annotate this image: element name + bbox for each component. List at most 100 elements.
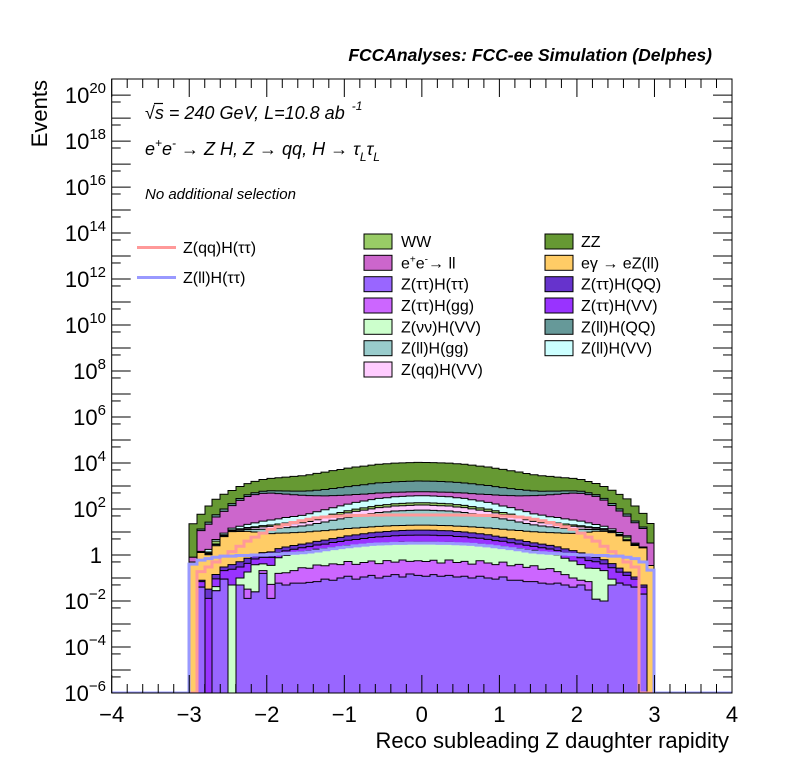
- bar-ztautau-htaut: [430, 574, 437, 693]
- legend-stack-column-1: WW e+e-→ ll Z(ττ)H(ττ) Z(ττ)H(gg) Z(νν)H…: [363, 233, 483, 379]
- bar-ztautau-htaut: [290, 583, 298, 693]
- sqrt-argument: s: [155, 103, 164, 123]
- bar-ztautau-htaut: [383, 576, 391, 693]
- process-sub: L: [360, 150, 367, 164]
- stacked-histograms: [188, 461, 655, 693]
- bar-ztautau-htaut: [561, 584, 569, 693]
- bar-ztautau-htaut: [577, 584, 585, 693]
- bar-ztautau-htaut: [461, 576, 468, 693]
- outline-ztautau-hqq: [189, 529, 654, 693]
- y-tick-label-base: 10: [65, 175, 89, 200]
- bar-ztautau-htaut: [592, 599, 600, 693]
- y-tick-label: 10−4: [64, 632, 106, 660]
- bar-ztautau-htaut: [313, 581, 321, 693]
- y-tick-label-exponent: −2: [89, 586, 106, 603]
- legend-swatch: [363, 340, 393, 357]
- legend-label: e+e-→ ll: [401, 254, 456, 272]
- legend-swatch: [363, 297, 393, 314]
- legend-entry-znunu-hvv: Z(νν)H(VV): [363, 318, 481, 336]
- y-axis-title: Events: [27, 80, 52, 147]
- y-tick-label-base: 10: [65, 129, 89, 154]
- bar-ztautau-htaut: [468, 578, 476, 693]
- bar-ztautau-htaut: [259, 573, 267, 693]
- bar-ztautau-htaut: [538, 583, 546, 693]
- legend-entry-ztautau-hvv: Z(ττ)H(VV): [544, 297, 658, 315]
- legend-swatch: [544, 318, 574, 335]
- legend-entry-ztautau-htautau: Z(ττ)H(ττ): [363, 276, 469, 294]
- legend-entry-zll-htautau: Z(ll)H(ττ): [137, 270, 245, 287]
- process-sup: +: [155, 136, 162, 150]
- legend-label-sup: -: [425, 254, 428, 265]
- y-tick-label-exponent: 2: [98, 494, 106, 511]
- legend-label: Z(ττ)H(gg): [401, 298, 474, 315]
- legend-swatch: [363, 254, 393, 271]
- legend-label: WW: [401, 234, 432, 251]
- process-part: e: [162, 139, 172, 159]
- x-tick-label: 1: [493, 702, 505, 727]
- bar-egamma-ezll: [647, 565, 654, 693]
- bar-ztautau-htaut: [329, 580, 337, 693]
- y-tick-label: 10−6: [64, 678, 106, 706]
- y-tick-label-base: 10: [65, 267, 89, 292]
- outline-zll-hqq: [188, 480, 655, 693]
- legend-entry-zqq-htautau: Z(qq)H(ττ): [137, 240, 256, 257]
- bar-ztautau-htaut: [484, 578, 492, 693]
- overlay-histograms: [111, 513, 732, 693]
- y-tick-label-base: 10: [65, 83, 89, 108]
- legend-entry-zqq-hvv: Z(qq)H(VV): [363, 361, 483, 379]
- bar-ztautau-htaut: [623, 584, 631, 693]
- legend-label: Z(νν)H(VV): [401, 319, 481, 336]
- overlay-line-zqq-htautau: [111, 513, 732, 693]
- x-tick-label: −3: [177, 702, 202, 727]
- y-tick-label-base: 10: [73, 497, 97, 522]
- bar-ztautau-htaut: [298, 583, 306, 693]
- bar-ztautau-htaut: [321, 579, 329, 693]
- legend-entry-ztautau-hqq: Z(ττ)H(QQ): [544, 276, 661, 294]
- y-tick-label-exponent: −6: [89, 678, 106, 695]
- outline-ee-ll: [188, 491, 655, 693]
- legend-entry-zll-hqq: Z(ll)H(QQ): [544, 318, 656, 336]
- x-tick-label: −2: [254, 702, 279, 727]
- x-tick-label: −1: [332, 702, 357, 727]
- legend-swatch: [544, 297, 574, 314]
- legend-label: Z(ll)H(gg): [401, 341, 469, 358]
- y-tick-label-base: 10: [73, 405, 97, 430]
- y-axis-tick-labels: 102010181016101410121010108106104102110−…: [64, 80, 106, 706]
- process-part: → Z H, Z → qq, H →: [176, 139, 353, 159]
- y-tick-label-base: 10: [64, 635, 88, 660]
- bar-ztautau-htaut: [507, 580, 515, 693]
- outline-zz: [188, 461, 655, 693]
- bar-ztautau-htaut: [445, 575, 453, 693]
- y-tick-label-base: 1: [90, 543, 102, 568]
- bar-ztautau-htaut: [391, 574, 399, 693]
- x-tick-label: 4: [726, 702, 738, 727]
- outline-ww: [188, 502, 655, 693]
- overlay-line-zll-htautau: [111, 541, 732, 693]
- y-tick-label: 106: [73, 402, 106, 430]
- legend-entry-ztautau-hgg: Z(ττ)H(gg): [363, 297, 474, 315]
- legend-entry-ww: WW: [363, 233, 432, 251]
- y-tick-label-exponent: 10: [89, 310, 106, 327]
- x-tick-label: 0: [416, 702, 428, 727]
- legend-entry-ee-ll: e+e-→ ll: [363, 254, 456, 272]
- bar-ztautau-htaut: [476, 576, 484, 693]
- y-tick-label-base: 10: [73, 451, 97, 476]
- bar-ztautau-htaut: [499, 577, 507, 693]
- y-tick-label-base: 10: [65, 221, 89, 246]
- bar-ztautau-htaut: [352, 579, 360, 693]
- process-part: τ: [367, 139, 375, 159]
- bar-ztautau-htaut: [453, 577, 461, 693]
- bar-ztautau-htaut: [523, 581, 530, 693]
- y-tick-label: 104: [73, 448, 106, 476]
- bar-ztautau-htaut: [212, 590, 220, 693]
- bar-ztautau-hvv: [205, 598, 212, 693]
- bar-ztautau-htaut: [399, 577, 406, 693]
- legend-label: ZZ: [581, 234, 601, 251]
- bar-ztautau-htaut: [631, 587, 639, 693]
- bar-ztautau-htaut: [375, 578, 383, 693]
- annotation-energy-luminosity: √s = 240 GeV, L=10.8 ab -1: [145, 99, 362, 123]
- energy-luminosity-text: √s = 240 GeV, L=10.8 ab -1: [145, 99, 362, 123]
- x-tick-label: 2: [571, 702, 583, 727]
- energy-lumi-value: = 240 GeV, L=10.8 ab: [164, 103, 345, 123]
- bar-ztautau-htaut: [368, 575, 375, 693]
